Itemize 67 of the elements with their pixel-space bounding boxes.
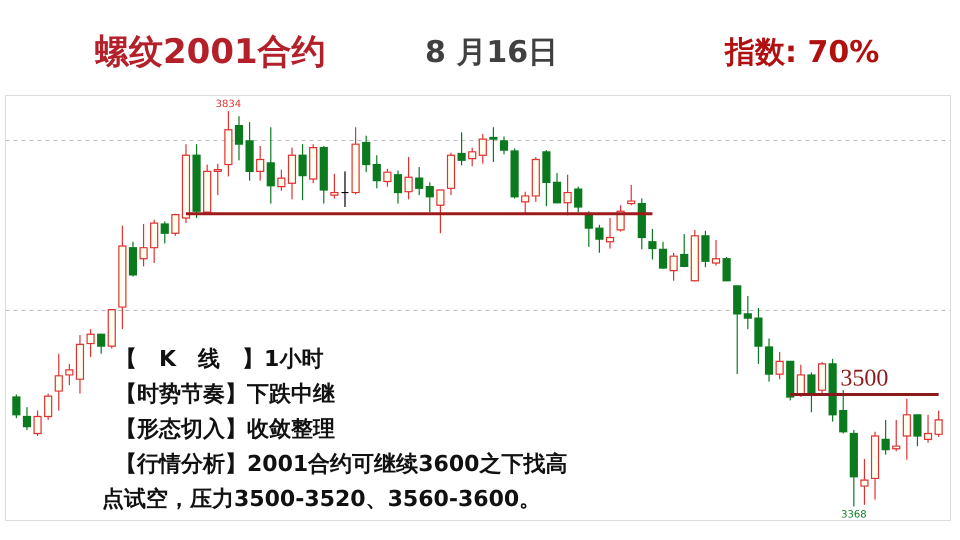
candlestick (860, 458, 869, 506)
candlestick (415, 166, 424, 196)
candlestick (712, 239, 720, 266)
candlestick (256, 145, 264, 182)
candlestick (521, 191, 530, 214)
candlestick (277, 169, 286, 192)
candlestick (478, 133, 487, 164)
candlestick (436, 189, 444, 234)
candlestick (33, 410, 42, 437)
annotation: 3368 (841, 509, 867, 520)
candlestick (44, 393, 52, 420)
candlestick (680, 234, 688, 268)
candlestick (552, 172, 562, 204)
candlestick (383, 168, 392, 188)
candlestick (86, 328, 95, 358)
candlestick (670, 252, 678, 282)
candlestick (882, 419, 890, 456)
annotation: 3834 (216, 99, 242, 110)
candlestick (97, 334, 106, 354)
candlestick (372, 154, 381, 189)
candlestick (214, 163, 222, 196)
candlestick (298, 144, 307, 201)
candlestick (584, 210, 593, 248)
candlestick (776, 351, 784, 380)
annotation: 点试空，压力3500-3520、3560-3600。 (102, 486, 542, 512)
candlestick (902, 398, 911, 460)
annotation: 【 K 线 】1小时 (115, 347, 324, 372)
candlestick (394, 170, 402, 204)
candlestick (171, 213, 180, 236)
candlestick (934, 410, 943, 438)
annotation: 【形态切入】收敛整理 (115, 417, 335, 442)
candlestick (892, 419, 900, 452)
candlestick (362, 135, 370, 173)
candlestick (796, 364, 805, 398)
candlestick (658, 241, 668, 270)
candlestick (266, 126, 275, 204)
candlestick (426, 182, 434, 213)
candlestick (744, 295, 752, 330)
candlestick (22, 406, 32, 431)
candlestick (722, 256, 731, 282)
candlestick (648, 228, 657, 260)
candlestick (330, 173, 338, 200)
candlestick (54, 353, 63, 412)
text: 指数: 70% (724, 35, 880, 70)
chart-subtitle: 8 月16日 (425, 35, 558, 70)
candlestick (595, 224, 604, 254)
candlestick (340, 170, 350, 208)
candlestick (574, 186, 582, 213)
candlestick (468, 146, 476, 167)
candlestick (234, 116, 244, 161)
chart-title: 螺纹2001合约 (94, 32, 326, 72)
candlestick (913, 414, 922, 447)
annotation: 【行情分析】2001合约可继续3600之下找高 (115, 451, 568, 477)
candlestick (924, 414, 932, 444)
candlestick (160, 220, 169, 244)
candlestick (500, 136, 508, 155)
candlestick (139, 223, 148, 267)
annotation: 【时势节奏】下跌中继 (115, 382, 335, 407)
candlestick (839, 390, 848, 434)
candlestick (489, 126, 498, 163)
candlestick (65, 363, 74, 386)
candlestick (12, 394, 20, 419)
candlestick (404, 156, 413, 200)
candlestick (627, 184, 636, 206)
candlestick (458, 132, 466, 166)
series-label: 3500 (840, 365, 888, 392)
candlestick (606, 217, 614, 250)
